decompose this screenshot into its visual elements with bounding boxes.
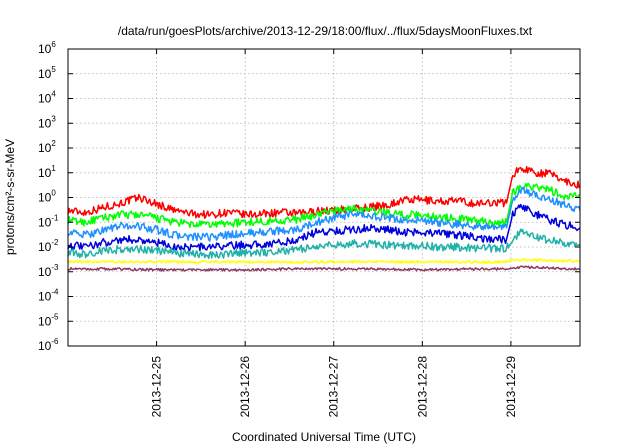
x-tick-label: 2013-12-27 — [327, 356, 341, 418]
series-line — [67, 182, 581, 229]
y-tick-label: 10-2 — [38, 238, 59, 254]
y-tick-label: 10-6 — [38, 337, 59, 353]
y-tick-label: 106 — [38, 40, 56, 56]
y-tick-label: 105 — [38, 65, 56, 81]
y-tick-label: 10-5 — [38, 312, 59, 328]
series-line — [67, 265, 581, 272]
y-tick-label: 103 — [38, 114, 56, 130]
y-axis-ticks: 10-6 10-5 10-4 10-3 10-2 10-1 100 101 102 103 104 1… — [38, 40, 580, 353]
series-line — [67, 257, 581, 264]
series-line — [67, 203, 581, 252]
x-tick-label: 2013-12-26 — [238, 356, 252, 418]
x-tick-label: 2013-12-29 — [504, 356, 518, 418]
chart-title: /data/run/goesPlots/archive/2013-12-29/1… — [118, 24, 533, 38]
y-tick-label: 10-1 — [38, 213, 59, 229]
y-tick-label: 10-4 — [38, 288, 59, 304]
y-axis-title-text: protons/cm²-s-sr-MeV — [3, 139, 17, 255]
x-axis-ticks: 2013-12-25 2013-12-26 2013-12-27 2013-12-28… — [150, 49, 518, 417]
y-tick-label: 102 — [38, 139, 56, 155]
x-tick-label: 2013-12-28 — [415, 356, 429, 418]
series-line — [67, 228, 581, 260]
y-tick-label: 101 — [38, 164, 56, 180]
x-axis-title: Coordinated Universal Time (UTC) — [232, 430, 416, 444]
grid — [68, 49, 580, 346]
y-tick-label: 104 — [38, 90, 56, 106]
series-line — [67, 186, 581, 242]
y-axis-title: protons/cm²-s-sr-MeV — [3, 139, 17, 255]
y-tick-label: 100 — [38, 189, 56, 205]
series-lines — [67, 165, 581, 272]
y-tick-label: 10-3 — [38, 263, 59, 279]
x-tick-label: 2013-12-25 — [150, 356, 164, 418]
series-line — [67, 165, 581, 220]
